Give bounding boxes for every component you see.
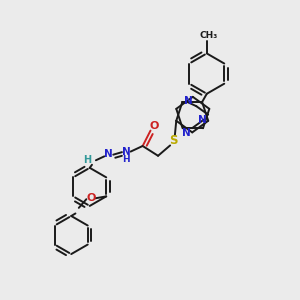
Text: N: N	[184, 96, 193, 106]
Text: S: S	[169, 134, 178, 147]
Text: N: N	[182, 128, 190, 138]
Text: H: H	[83, 155, 91, 165]
Text: N: N	[198, 115, 206, 125]
Text: N: N	[103, 148, 112, 159]
Text: O: O	[86, 193, 95, 203]
Text: O: O	[149, 121, 158, 130]
Text: CH₃: CH₃	[200, 31, 218, 40]
Text: H: H	[122, 155, 130, 164]
Text: N: N	[122, 147, 131, 157]
